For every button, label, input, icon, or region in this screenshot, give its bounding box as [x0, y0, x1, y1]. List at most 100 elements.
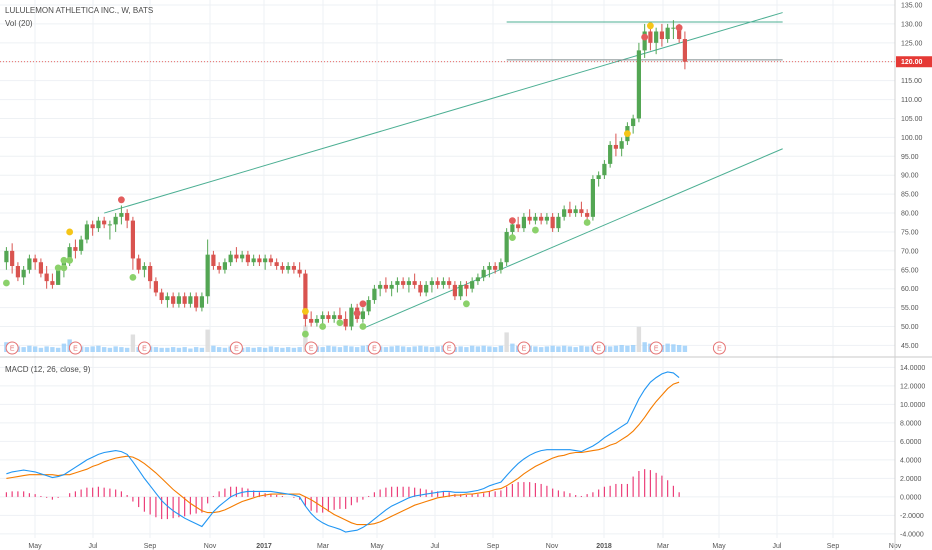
candle-body: [366, 300, 371, 312]
volume-bar: [435, 346, 440, 352]
volume-bar: [412, 346, 417, 352]
earnings-marker-label: E: [596, 346, 601, 353]
candle-body: [291, 266, 296, 270]
macd-tick-label: 10.0000: [900, 402, 925, 409]
candle-body: [38, 262, 43, 274]
candle-body: [297, 269, 302, 274]
volume-bar: [84, 347, 90, 352]
macd-label: MACD (12, 26, close, 9): [5, 365, 91, 374]
macd-tick-label: -4.0000: [900, 531, 924, 538]
volume-bar: [285, 347, 291, 352]
earnings-marker[interactable]: [68, 341, 82, 355]
trendline[interactable]: [104, 12, 783, 214]
x-tick-label: Nov: [204, 543, 217, 550]
earnings-marker[interactable]: [517, 341, 531, 355]
price-tick-label: 75.00: [901, 229, 919, 236]
volume-bar: [561, 345, 567, 352]
x-tick-label: Nov: [546, 543, 559, 550]
candle-body: [441, 281, 446, 285]
candle-body: [50, 281, 55, 285]
candle-body: [389, 284, 394, 289]
candle-body: [406, 281, 411, 285]
volume-bar: [55, 347, 61, 352]
volume-bar: [492, 347, 498, 352]
earnings-marker-label: E: [73, 346, 78, 353]
x-tick-label: Jul: [89, 543, 98, 550]
volume-bar: [257, 347, 262, 352]
candle-body: [119, 213, 124, 217]
price-tick-label: 115.00: [901, 78, 922, 85]
volume-bar: [360, 345, 366, 352]
earnings-marker[interactable]: [442, 341, 456, 355]
macd-tick-label: 14.0000: [900, 365, 925, 372]
signal-dot: [641, 33, 649, 41]
candle-body: [188, 296, 193, 304]
candle-body: [493, 266, 498, 270]
candle-body: [27, 258, 32, 270]
signal-dot: [353, 309, 361, 317]
candle-body: [15, 266, 20, 278]
macd-tick-label: 2.0000: [900, 476, 922, 483]
candle-body: [286, 266, 291, 270]
signal-dot: [463, 300, 470, 308]
trendline[interactable]: [362, 148, 783, 329]
candle-body: [84, 224, 89, 240]
candle-body: [447, 281, 452, 285]
candle-body: [142, 266, 147, 270]
candle-body: [309, 318, 314, 323]
candle-body: [303, 273, 308, 319]
volume-bar: [216, 347, 222, 352]
candle-body: [4, 250, 9, 263]
candle-body: [395, 281, 400, 285]
earnings-marker[interactable]: [229, 341, 243, 355]
signal-dot: [118, 196, 125, 204]
volume-bar: [354, 347, 360, 352]
volume-bar: [90, 346, 95, 352]
candle-body: [539, 216, 544, 221]
earnings-marker[interactable]: [649, 341, 663, 355]
volume-bar: [27, 345, 32, 352]
candle-body: [636, 50, 641, 119]
candle-body: [550, 216, 555, 229]
chart-title: LULULEMON ATHLETICA INC., W, BATS: [5, 6, 153, 15]
candle-body: [349, 307, 354, 327]
candle-body: [642, 31, 647, 51]
volume-bar: [464, 347, 469, 352]
candle-body: [590, 179, 595, 217]
x-tick-label: Mar: [317, 543, 330, 550]
macd-tick-label: 0.0000: [900, 494, 922, 501]
volume-bar: [124, 347, 130, 352]
candle-body: [320, 315, 325, 319]
volume-bar: [159, 347, 164, 352]
earnings-marker[interactable]: [712, 341, 726, 355]
x-tick-label: Sep: [487, 543, 500, 550]
earnings-marker[interactable]: [592, 341, 606, 355]
volume-bar: [50, 347, 55, 352]
candle-body: [654, 31, 659, 43]
earnings-marker[interactable]: [5, 341, 19, 355]
volume-bar: [429, 347, 435, 352]
earnings-marker[interactable]: [304, 341, 318, 355]
volume-bar: [475, 346, 481, 352]
candle-body: [228, 254, 233, 263]
price-tick-label: 100.00: [901, 135, 923, 142]
candle-body: [263, 258, 268, 263]
volume-bar: [320, 347, 325, 352]
earnings-marker[interactable]: [137, 341, 151, 355]
candle-body: [533, 216, 538, 221]
candle-body: [360, 311, 365, 319]
volume-bar: [418, 345, 423, 352]
volume-bar: [107, 347, 113, 352]
earnings-marker[interactable]: [367, 341, 381, 355]
signal-dot: [302, 330, 309, 338]
volume-bar: [481, 345, 486, 352]
x-tick-label: Sep: [144, 543, 157, 550]
macd-pane: [5, 371, 680, 533]
candle-body: [429, 281, 434, 285]
volume-bar: [573, 347, 578, 352]
volume-bar: [199, 347, 205, 352]
volume-bar: [262, 347, 268, 352]
candle-body: [527, 216, 532, 221]
volume-bar: [211, 345, 216, 352]
